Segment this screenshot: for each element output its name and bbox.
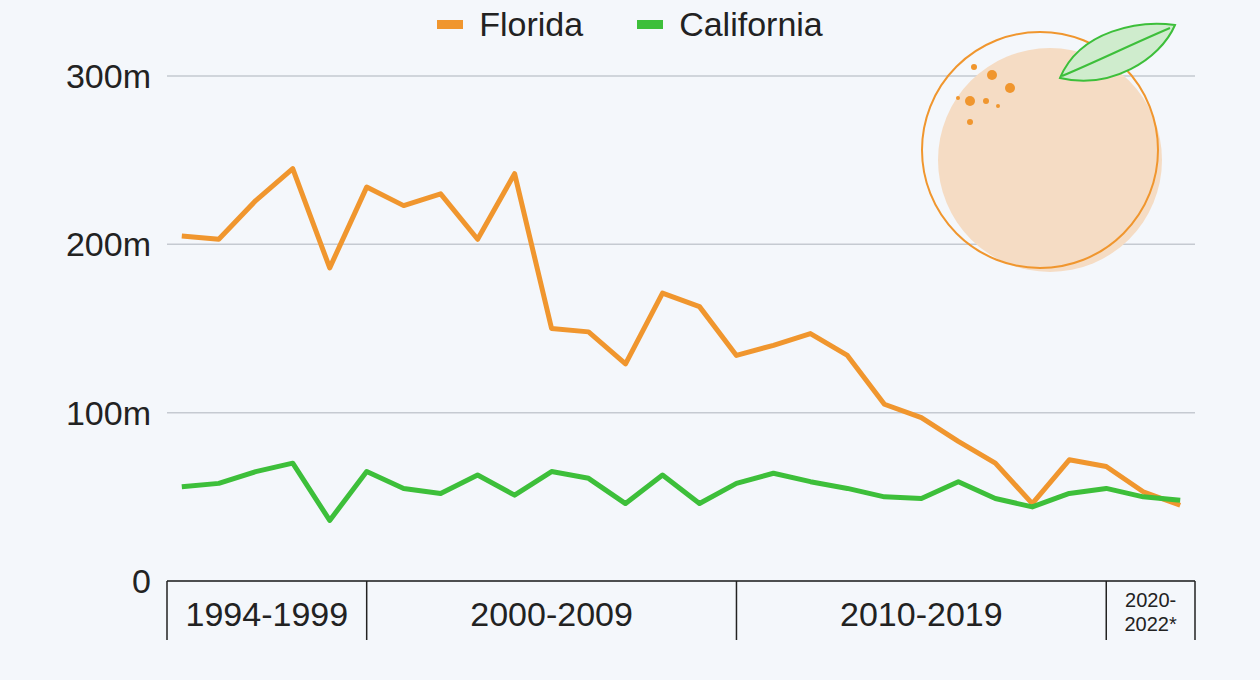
svg-text:2010-2019: 2010-2019 xyxy=(840,595,1003,633)
svg-text:1994-1999: 1994-1999 xyxy=(186,595,349,633)
html-text:Florida: Florida xyxy=(479,4,584,43)
svg-text:200m: 200m xyxy=(66,225,151,263)
svg-text:300m: 300m xyxy=(66,57,151,95)
svg-text:0: 0 xyxy=(132,562,151,600)
svg-text:2000-2009: 2000-2009 xyxy=(470,595,633,633)
html-text:California: California xyxy=(679,4,823,43)
svg-text:2020-2022*: 2020-2022* xyxy=(1124,589,1176,635)
svg-text:100m: 100m xyxy=(66,394,151,432)
